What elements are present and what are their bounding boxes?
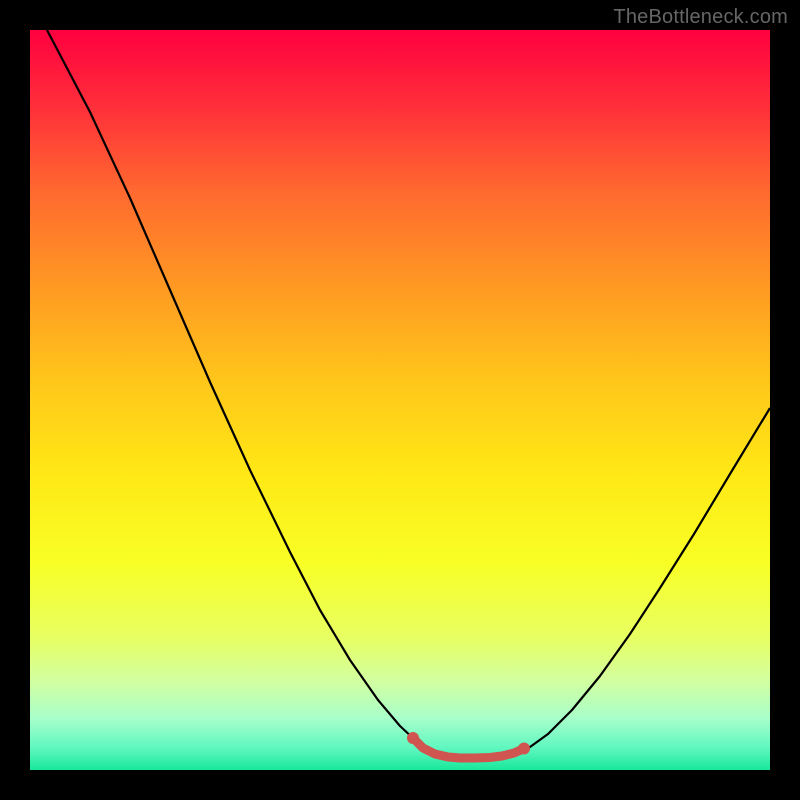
highlight-marker (407, 732, 419, 744)
chart-container: TheBottleneck.com (0, 0, 800, 800)
watermark-text: TheBottleneck.com (613, 6, 788, 29)
plot-background (30, 30, 770, 770)
bottleneck-curve-chart (0, 0, 800, 800)
highlight-marker (518, 743, 530, 755)
